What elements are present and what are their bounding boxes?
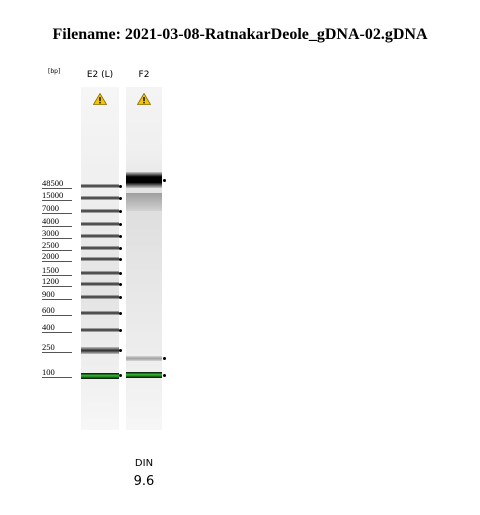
size-label: 250 bbox=[42, 342, 55, 352]
size-tick bbox=[42, 377, 72, 378]
sample-lower-band bbox=[126, 356, 162, 361]
size-label: 48500 bbox=[42, 178, 64, 188]
ladder-band bbox=[81, 328, 119, 332]
size-tick bbox=[42, 332, 72, 333]
band-marker-dot bbox=[119, 312, 122, 315]
ladder-band bbox=[81, 222, 119, 226]
band-marker-dot bbox=[119, 272, 122, 275]
size-label: 2500 bbox=[42, 240, 59, 250]
band-marker-dot bbox=[119, 258, 122, 261]
din-label: DIN bbox=[134, 458, 154, 469]
ladder-band bbox=[81, 257, 119, 261]
size-label: 2000 bbox=[42, 251, 59, 261]
size-label: 600 bbox=[42, 305, 55, 315]
ladder-band bbox=[81, 347, 119, 354]
ladder-band bbox=[81, 184, 119, 188]
warning-icon[interactable] bbox=[93, 93, 107, 105]
size-tick bbox=[42, 286, 72, 287]
warning-icon[interactable] bbox=[137, 93, 151, 105]
band-marker-dot bbox=[119, 185, 122, 188]
band-marker-dot bbox=[119, 197, 122, 200]
band-marker-dot bbox=[119, 210, 122, 213]
filename-title: Filename: 2021-03-08-RatnakarDeole_gDNA-… bbox=[52, 26, 428, 43]
size-tick bbox=[42, 200, 72, 201]
band-marker-dot bbox=[119, 247, 122, 250]
ladder-band bbox=[81, 246, 119, 250]
band-marker-dot bbox=[119, 223, 122, 226]
lane-sample bbox=[126, 87, 162, 430]
ladder-band bbox=[81, 234, 119, 238]
band-marker-dot bbox=[163, 357, 166, 360]
size-tick bbox=[42, 213, 72, 214]
sample-smear bbox=[126, 193, 162, 211]
band-marker-dot bbox=[119, 296, 122, 299]
band-marker-dot bbox=[119, 283, 122, 286]
marker-band bbox=[126, 372, 162, 378]
size-tick bbox=[42, 315, 72, 316]
size-label: 400 bbox=[42, 322, 55, 332]
ladder-band bbox=[81, 282, 119, 286]
ladder-band bbox=[81, 271, 119, 275]
din-value: 9.6 bbox=[133, 474, 155, 489]
size-tick bbox=[42, 352, 72, 353]
ladder-band bbox=[81, 311, 119, 315]
band-marker-dot bbox=[163, 179, 166, 182]
ladder-band bbox=[81, 196, 119, 200]
axis-unit-label: [bp] bbox=[48, 68, 61, 75]
size-label: 3000 bbox=[42, 228, 59, 238]
band-marker-dot bbox=[119, 374, 122, 377]
size-label: 4000 bbox=[42, 216, 59, 226]
ladder-band bbox=[81, 295, 119, 299]
size-tick bbox=[42, 188, 72, 189]
lane-ladder bbox=[81, 87, 119, 430]
size-tick bbox=[42, 275, 72, 276]
marker-band bbox=[81, 373, 119, 379]
lane-sample-background bbox=[126, 87, 162, 430]
size-tick bbox=[42, 261, 72, 262]
band-marker-dot bbox=[119, 329, 122, 332]
lane-label-sample: F2 bbox=[138, 70, 150, 80]
size-tick bbox=[42, 250, 72, 251]
size-label: 15000 bbox=[42, 190, 64, 200]
band-marker-dot bbox=[163, 374, 166, 377]
size-label: 7000 bbox=[42, 203, 59, 213]
size-label: 100 bbox=[42, 367, 55, 377]
band-marker-dot bbox=[119, 235, 122, 238]
size-tick bbox=[42, 226, 72, 227]
size-label: 1200 bbox=[42, 276, 59, 286]
size-label: 900 bbox=[42, 289, 55, 299]
band-marker-dot bbox=[119, 349, 122, 352]
size-tick bbox=[42, 299, 72, 300]
lane-label-ladder: E2 (L) bbox=[86, 70, 114, 80]
size-tick bbox=[42, 238, 72, 239]
size-label: 1500 bbox=[42, 265, 59, 275]
sample-main-band bbox=[126, 172, 162, 188]
ladder-band bbox=[81, 209, 119, 213]
